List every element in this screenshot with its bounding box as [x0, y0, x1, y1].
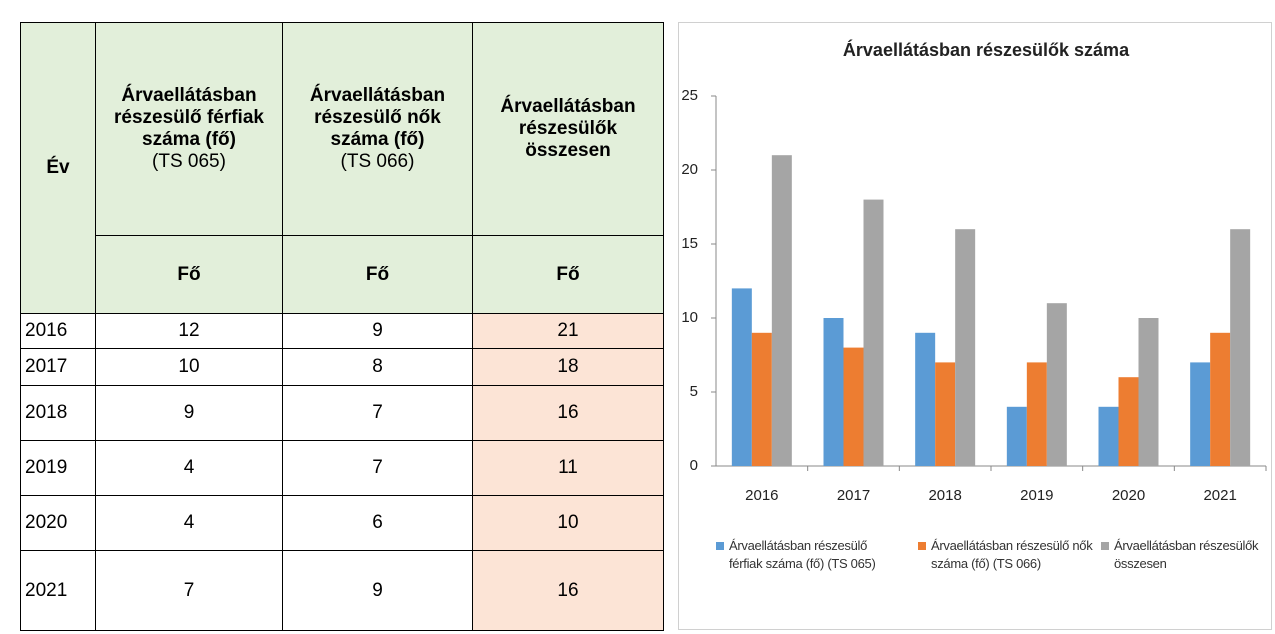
- column-header: Árvaellátásban részesülők összesen: [472, 22, 664, 236]
- table-row: 2019 4 7 11: [20, 440, 664, 496]
- bar: [915, 332, 936, 466]
- x-tick-label: 2019: [1020, 487, 1053, 504]
- y-tick-label: 10: [681, 309, 698, 326]
- y-tick-label: 5: [690, 383, 698, 400]
- value-cell: 16: [472, 385, 664, 441]
- bar: [955, 229, 976, 466]
- bar: [1098, 406, 1119, 466]
- bar: [1210, 332, 1231, 466]
- value-cell: 21: [472, 313, 664, 349]
- bar: [771, 155, 792, 466]
- x-tick-label: 2021: [1203, 487, 1236, 504]
- value-cell: 16: [472, 550, 664, 631]
- legend-label: Árvaellátásban részesülő férfiak száma (…: [729, 538, 876, 571]
- year-cell: 2019: [20, 440, 96, 496]
- column-header: Árvaellátásban részesülő nők száma (fő)(…: [282, 22, 473, 236]
- y-tick-label: 15: [681, 235, 698, 252]
- y-tick-label: 20: [681, 161, 698, 178]
- value-cell: 10: [95, 348, 283, 386]
- year-cell: 2018: [20, 385, 96, 441]
- column-title: Árvaellátásban részesülő férfiak száma (…: [114, 85, 264, 150]
- table-row: 2021 7 9 16: [20, 550, 664, 631]
- legend-item: Árvaellátásban részesülő férfiak száma (…: [716, 537, 901, 573]
- value-cell: 9: [282, 313, 473, 349]
- bar: [1190, 362, 1211, 466]
- bar: [1046, 303, 1067, 466]
- data-table: Év Árvaellátásban részesülő férfiak szám…: [20, 22, 664, 631]
- bar: [843, 347, 864, 466]
- value-cell: 8: [282, 348, 473, 386]
- legend-marker: [716, 542, 724, 550]
- unit-header: Fő: [282, 235, 473, 314]
- value-cell: 12: [95, 313, 283, 349]
- table-row: 2017 10 8 18: [20, 348, 664, 386]
- bar: [1230, 229, 1251, 466]
- year-cell: 2016: [20, 313, 96, 349]
- bar: [751, 332, 772, 466]
- x-tick-label: 2016: [745, 487, 778, 504]
- legend-marker: [918, 542, 926, 550]
- unit-header: Fő: [95, 235, 283, 314]
- bar: [823, 318, 844, 466]
- year-cell: 2020: [20, 495, 96, 551]
- column-code: (TS 065): [152, 151, 226, 172]
- bar: [1026, 362, 1047, 466]
- column-title: Árvaellátásban részesülők összesen: [500, 96, 636, 161]
- chart-frame: Árvaellátásban részesülők száma 0 5 10 15 20…: [678, 22, 1272, 630]
- value-cell: 4: [95, 440, 283, 496]
- column-code: (TS 066): [340, 151, 415, 172]
- value-cell: 11: [472, 440, 664, 496]
- bar: [935, 362, 956, 466]
- table-row: 2018 9 7 16: [20, 385, 664, 441]
- value-cell: 10: [472, 495, 664, 551]
- y-tick-label: 25: [681, 87, 698, 104]
- legend-item: Árvaellátásban részesülő nők száma (fő) …: [918, 537, 1103, 573]
- legend-label: Árvaellátásban részesülők összesen: [1114, 538, 1259, 571]
- year-cell: 2017: [20, 348, 96, 386]
- legend-marker: [1101, 542, 1109, 550]
- x-tick-label: 2020: [1112, 487, 1145, 504]
- chart-title: Árvaellátásban részesülők száma: [843, 39, 1130, 60]
- column-header: Árvaellátásban részesülő férfiak száma (…: [95, 22, 283, 236]
- bar: [1138, 318, 1159, 466]
- bar: [1118, 377, 1139, 466]
- value-cell: 4: [95, 495, 283, 551]
- value-cell: 7: [282, 440, 473, 496]
- value-cell: 7: [95, 550, 283, 631]
- legend-label: Árvaellátásban részesülő nők száma (fő) …: [931, 538, 1093, 571]
- unit-header: Fő: [472, 235, 664, 314]
- legend-item: Árvaellátásban részesülők összesen: [1101, 537, 1275, 573]
- value-cell: 6: [282, 495, 473, 551]
- y-tick-label: 0: [690, 457, 698, 474]
- x-tick-label: 2017: [837, 487, 870, 504]
- value-cell: 9: [282, 550, 473, 631]
- bar: [863, 199, 884, 466]
- value-cell: 7: [282, 385, 473, 441]
- value-cell: 18: [472, 348, 664, 386]
- value-cell: 9: [95, 385, 283, 441]
- x-tick-label: 2018: [928, 487, 961, 504]
- bar: [1006, 406, 1027, 466]
- table-row: 2016 12 9 21: [20, 313, 664, 349]
- year-cell: 2021: [20, 550, 96, 631]
- column-title: Árvaellátásban részesülő nők száma (fő): [309, 85, 446, 150]
- table-row: 2020 4 6 10: [20, 495, 664, 551]
- bar: [731, 288, 752, 466]
- chart: Árvaellátásban részesülők száma 0 5 10 15 20…: [681, 39, 1267, 504]
- year-header: Év: [20, 22, 96, 314]
